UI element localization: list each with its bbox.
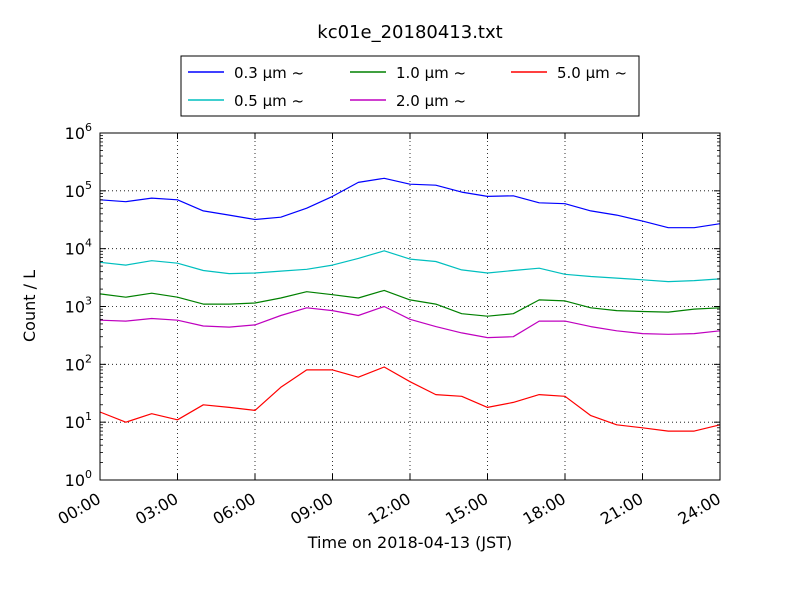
y-tick-label: 104: [65, 237, 92, 259]
grid: [100, 133, 720, 480]
y-tick-label: 105: [65, 179, 92, 201]
series-layer: [99, 177, 721, 432]
legend: 0.3 μm ~ 1.0 μm ~ 5.0 μm ~ 0.5 μm ~ 2.0 μm ~: [180, 55, 640, 117]
series-line-1: [99, 250, 721, 283]
y-tick-label: 106: [65, 121, 92, 143]
x-tick-label: 12:00: [365, 489, 414, 529]
x-tick-label: 18:00: [520, 489, 569, 529]
legend-label: 2.0 μm ~: [396, 92, 466, 110]
x-tick-label: 09:00: [287, 489, 336, 529]
x-tick-label: 03:00: [132, 489, 181, 529]
legend-label: 1.0 μm ~: [396, 64, 466, 82]
series-line-0: [99, 177, 721, 229]
legend-label: 5.0 μm ~: [557, 64, 627, 82]
series-line-3: [99, 305, 721, 339]
series-line-2: [99, 289, 721, 317]
series-line-4: [99, 366, 721, 432]
y-tick-label: 102: [65, 352, 92, 374]
ticks: 00:00 03:00 06:00 09:00 12:00 15:00 18:00 21:00…: [55, 121, 724, 529]
x-tick-label: 06:00: [210, 489, 259, 529]
legend-label: 0.5 μm ~: [234, 92, 304, 110]
x-tick-label: 24:00: [675, 489, 724, 529]
y-tick-label: 103: [65, 295, 92, 317]
x-tick-label: 21:00: [597, 489, 646, 529]
x-tick-label: 15:00: [442, 489, 491, 529]
legend-box: [180, 55, 640, 117]
y-tick-label: 101: [65, 410, 92, 432]
chart-title: kc01e_20180413.txt: [317, 22, 502, 43]
x-axis-label: Time on 2018-04-13 (JST): [307, 533, 512, 552]
y-axis-label: Count / L: [20, 270, 39, 342]
x-tick-label: 00:00: [55, 489, 104, 529]
legend-label: 0.3 μm ~: [234, 64, 304, 82]
y-tick-label: 100: [65, 468, 92, 490]
